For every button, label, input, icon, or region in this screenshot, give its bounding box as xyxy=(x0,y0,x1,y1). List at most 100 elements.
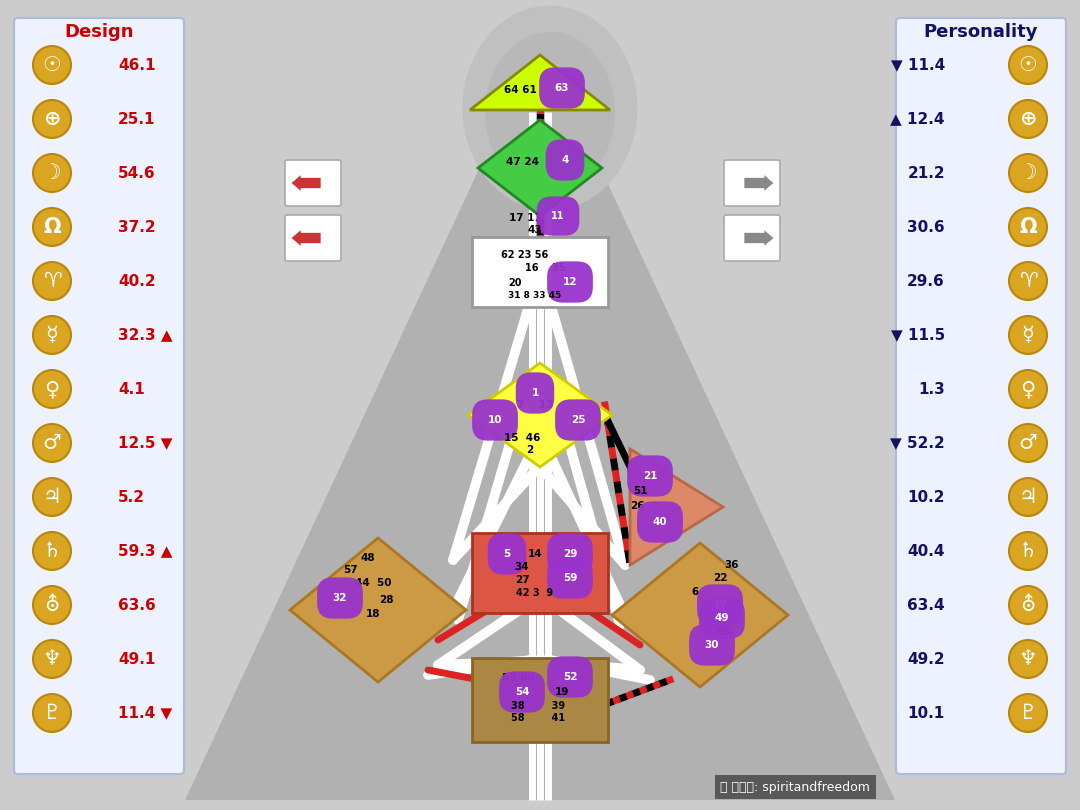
FancyBboxPatch shape xyxy=(472,533,608,613)
Text: 6: 6 xyxy=(691,587,699,597)
Text: 21: 21 xyxy=(643,471,658,481)
FancyArrow shape xyxy=(744,174,774,191)
Text: ▲ 12.4: ▲ 12.4 xyxy=(891,112,945,126)
Text: 4: 4 xyxy=(562,155,569,165)
Text: ♄: ♄ xyxy=(42,541,62,561)
Text: 49: 49 xyxy=(715,613,729,623)
Text: 64 61: 64 61 xyxy=(503,85,537,95)
Ellipse shape xyxy=(462,6,637,211)
Circle shape xyxy=(1009,100,1047,138)
Text: 11.4 ▼: 11.4 ▼ xyxy=(118,706,172,721)
Text: 32.3 ▲: 32.3 ▲ xyxy=(118,327,173,343)
Circle shape xyxy=(33,46,71,84)
Text: 25.1: 25.1 xyxy=(118,112,156,126)
Text: 19: 19 xyxy=(555,687,569,697)
Polygon shape xyxy=(185,38,895,800)
Text: ☉: ☉ xyxy=(42,55,62,75)
FancyArrow shape xyxy=(291,229,321,246)
Text: 16    35: 16 35 xyxy=(525,263,565,273)
Text: 7    13: 7 13 xyxy=(517,400,553,410)
Text: ♈: ♈ xyxy=(1018,271,1038,291)
Text: 18: 18 xyxy=(366,609,380,619)
Text: 12: 12 xyxy=(563,277,577,287)
Text: ♇: ♇ xyxy=(1018,703,1038,723)
FancyArrow shape xyxy=(744,229,774,246)
Text: 59: 59 xyxy=(563,573,577,583)
Text: ☽: ☽ xyxy=(42,163,62,183)
Text: 1: 1 xyxy=(531,388,539,398)
Circle shape xyxy=(1009,424,1047,462)
Text: 17 11: 17 11 xyxy=(509,213,541,223)
Text: Ω: Ω xyxy=(1020,217,1037,237)
Text: 26: 26 xyxy=(630,501,645,511)
Text: 54.6: 54.6 xyxy=(118,165,156,181)
Text: ☽: ☽ xyxy=(1018,163,1038,183)
Text: 54: 54 xyxy=(515,687,529,697)
Text: ☿: ☿ xyxy=(1022,325,1035,345)
Text: ♇: ♇ xyxy=(42,703,62,723)
Text: 63.4: 63.4 xyxy=(907,598,945,612)
Text: 51: 51 xyxy=(633,486,647,496)
Text: 49.2: 49.2 xyxy=(907,651,945,667)
Polygon shape xyxy=(470,55,610,110)
Text: ☿: ☿ xyxy=(45,325,58,345)
Text: ▼ 52.2: ▼ 52.2 xyxy=(890,436,945,450)
Text: ♂: ♂ xyxy=(42,433,62,453)
Text: 12.5 ▼: 12.5 ▼ xyxy=(118,436,173,450)
Text: Personality: Personality xyxy=(923,23,1038,41)
Text: 58        41: 58 41 xyxy=(511,713,565,723)
Text: 40: 40 xyxy=(652,517,667,527)
Text: ♀: ♀ xyxy=(1021,379,1036,399)
Text: ▼ 11.4: ▼ 11.4 xyxy=(891,58,945,73)
Circle shape xyxy=(1009,370,1047,408)
FancyBboxPatch shape xyxy=(285,215,341,261)
Text: 1.3: 1.3 xyxy=(918,382,945,397)
Text: ☉: ☉ xyxy=(1018,55,1038,75)
Text: 37.2: 37.2 xyxy=(118,220,156,235)
FancyBboxPatch shape xyxy=(472,658,608,742)
Text: ▼ 11.5: ▼ 11.5 xyxy=(891,327,945,343)
Polygon shape xyxy=(291,538,465,682)
Text: 57: 57 xyxy=(342,565,357,575)
Text: ♄: ♄ xyxy=(1018,541,1038,561)
Circle shape xyxy=(1009,640,1047,678)
Text: ♆: ♆ xyxy=(1018,649,1038,669)
Text: 46.1: 46.1 xyxy=(118,58,156,73)
Text: 55: 55 xyxy=(715,627,729,637)
Ellipse shape xyxy=(485,32,615,192)
Circle shape xyxy=(33,100,71,138)
FancyArrow shape xyxy=(291,174,321,191)
Text: 10.2: 10.2 xyxy=(907,489,945,505)
FancyBboxPatch shape xyxy=(285,160,341,206)
Text: 22: 22 xyxy=(713,573,727,583)
Text: 37: 37 xyxy=(713,600,727,610)
Text: Ω: Ω xyxy=(43,217,60,237)
Circle shape xyxy=(1009,532,1047,570)
Circle shape xyxy=(33,478,71,516)
Polygon shape xyxy=(478,120,602,216)
Circle shape xyxy=(33,262,71,300)
Polygon shape xyxy=(612,543,788,687)
Text: 4.1: 4.1 xyxy=(118,382,145,397)
FancyBboxPatch shape xyxy=(724,215,780,261)
Text: 21.2: 21.2 xyxy=(907,165,945,181)
Text: 44  50: 44 50 xyxy=(354,578,391,588)
Text: 10.1: 10.1 xyxy=(908,706,945,721)
Text: ⛢: ⛢ xyxy=(44,595,59,615)
Text: 52: 52 xyxy=(563,672,577,682)
Circle shape xyxy=(1009,694,1047,732)
Text: 38        39: 38 39 xyxy=(511,701,565,711)
Text: ⛢: ⛢ xyxy=(1021,595,1036,615)
Circle shape xyxy=(33,694,71,732)
Text: 59.3 ▲: 59.3 ▲ xyxy=(118,544,173,559)
Text: 63: 63 xyxy=(555,83,569,93)
Circle shape xyxy=(1009,316,1047,354)
Circle shape xyxy=(1009,586,1047,624)
Text: 2: 2 xyxy=(526,445,534,455)
Text: 40.2: 40.2 xyxy=(118,274,156,288)
Text: ♃: ♃ xyxy=(42,487,62,507)
Text: 49.1: 49.1 xyxy=(118,651,156,667)
Circle shape xyxy=(33,316,71,354)
Text: 28: 28 xyxy=(379,595,393,605)
Circle shape xyxy=(1009,46,1047,84)
